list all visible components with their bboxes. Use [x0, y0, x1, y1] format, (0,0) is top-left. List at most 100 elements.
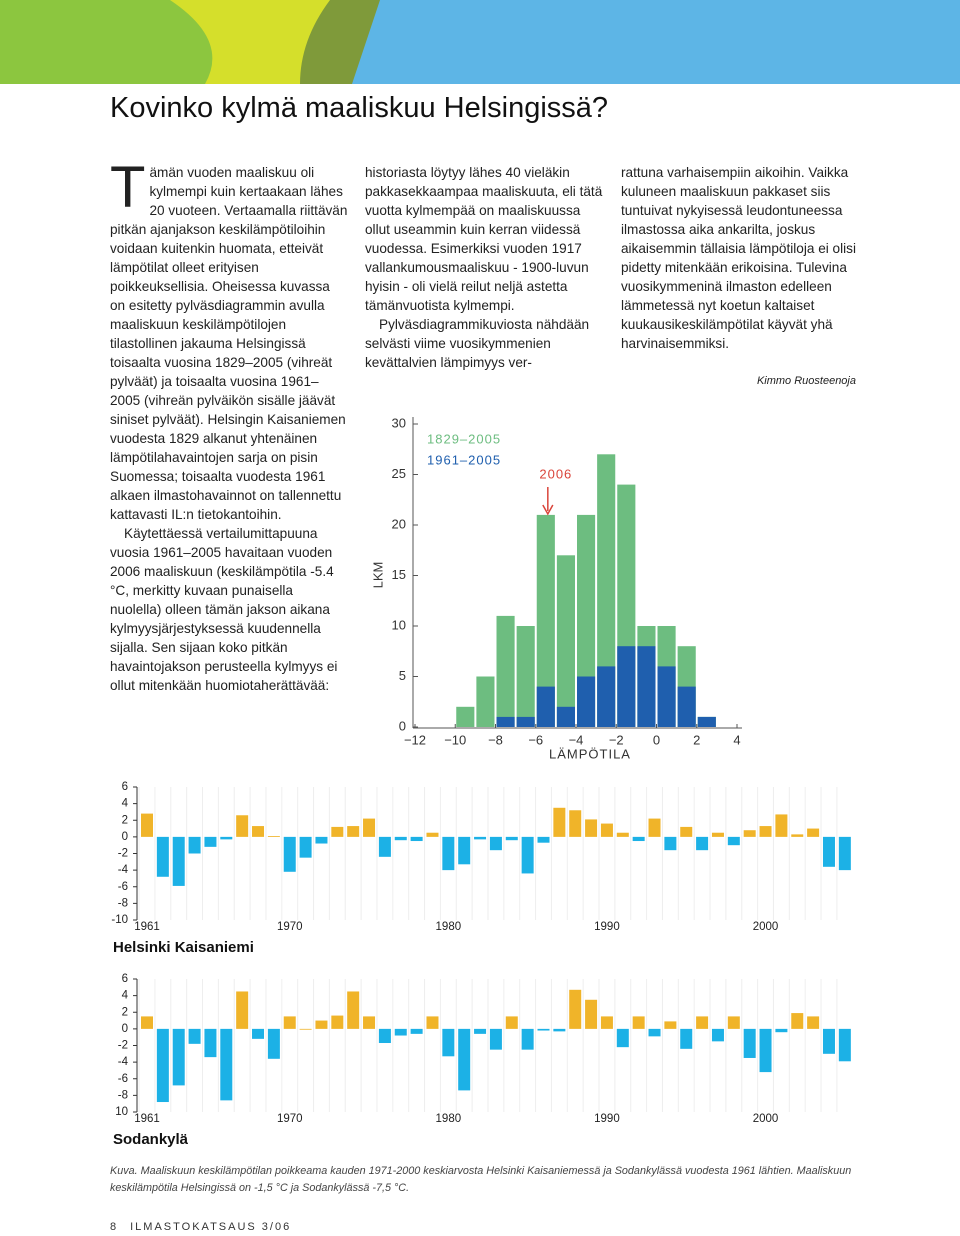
paragraph: rattuna varhaisempiin aikoihin. Vaikka k…	[621, 165, 856, 351]
bar	[648, 1028, 661, 1037]
text: ämän vuoden maaliskuu oli kylmempi kuin …	[110, 165, 348, 522]
bar	[299, 836, 312, 858]
histogram-bar	[556, 555, 575, 727]
y-tick-label: -8	[118, 1089, 128, 1101]
title: Kovinko kylmä maaliskuu Helsingissä?	[110, 92, 609, 124]
bar	[743, 830, 756, 837]
bar	[331, 826, 344, 837]
y-tick-label: 15	[392, 567, 406, 582]
bar	[838, 836, 851, 871]
histogram-bar	[536, 514, 555, 727]
bar	[156, 1028, 169, 1103]
bar	[204, 836, 217, 847]
bar	[410, 1028, 423, 1034]
x-tick-label: 4	[733, 732, 740, 747]
bar	[505, 1016, 518, 1029]
bar	[600, 823, 613, 837]
bar	[252, 826, 265, 837]
y-tick-label: 6	[122, 973, 128, 985]
column-3: rattuna varhaisempiin aikoihin. Vaikka k…	[621, 163, 856, 391]
bar	[696, 1016, 709, 1029]
histogram-bar	[476, 676, 495, 727]
bar	[537, 1028, 550, 1031]
bar	[775, 1028, 788, 1033]
bar	[569, 810, 582, 837]
footer: 8 ILMASTOKATSAUS 3/06	[110, 1221, 291, 1233]
bar	[664, 836, 677, 851]
bar	[458, 836, 471, 865]
publication: ILMASTOKATSAUS 3/06	[130, 1221, 292, 1233]
histogram-bar	[597, 666, 616, 727]
bar	[711, 832, 724, 837]
bar	[394, 836, 407, 841]
y-tick-label: -4	[118, 1056, 129, 1068]
bar	[141, 813, 153, 837]
y-tick-label: -6	[118, 881, 128, 893]
bar	[267, 1028, 280, 1059]
bar-chart: 6 4 2 0 -2 -4 -6 -8 -10 1961 1970 1980 1990 2000 Helsi…	[111, 781, 851, 956]
histogram-bar	[617, 646, 636, 727]
bar	[172, 836, 185, 886]
drop-cap: T	[110, 155, 146, 220]
bar	[838, 1028, 851, 1062]
bar	[727, 836, 740, 846]
bar	[600, 1016, 613, 1029]
bar	[489, 1028, 502, 1050]
banner-green	[0, 0, 213, 84]
caption: Kuva. Maaliskuun keskilämpötilan poikkea…	[110, 1165, 852, 1194]
bar	[378, 1028, 391, 1044]
bar	[172, 1028, 185, 1086]
bar	[759, 1028, 772, 1073]
y-axis-label: LKM	[370, 562, 385, 589]
histogram-bar	[556, 706, 575, 727]
bar	[236, 815, 249, 837]
bar	[648, 818, 661, 837]
bar	[489, 836, 502, 851]
bar	[426, 832, 439, 837]
bar	[711, 1028, 724, 1042]
histogram-bar	[597, 454, 616, 727]
bar	[426, 1016, 439, 1029]
y-tick-label: 6	[122, 781, 128, 793]
x-tick-label: 1990	[594, 1113, 620, 1125]
x-axis-label: LÄMPÖTILA	[549, 746, 631, 761]
bar	[807, 828, 820, 837]
x-tick-label: −4	[569, 732, 584, 747]
x-tick-label: −6	[528, 732, 543, 747]
y-tick-label: 25	[392, 466, 406, 481]
y-tick-label: 0	[399, 718, 406, 733]
column-2: historiasta löytyy lähes 40 vieläkin pak…	[365, 163, 603, 372]
x-tick-label: 1961	[134, 921, 160, 933]
bar	[283, 1016, 296, 1029]
bar	[236, 991, 249, 1029]
histogram-bar	[677, 686, 696, 727]
histogram-bar	[577, 514, 596, 727]
x-tick-label: −2	[609, 732, 624, 747]
annotation: 2006	[539, 466, 572, 481]
histogram-bar	[496, 716, 515, 727]
bar	[616, 1028, 629, 1048]
bar	[363, 818, 376, 837]
bar	[505, 836, 518, 841]
bar	[553, 1028, 566, 1032]
bar	[141, 1016, 153, 1029]
bar	[363, 1016, 376, 1029]
bar	[220, 836, 233, 840]
bar	[632, 836, 645, 842]
bar	[791, 1013, 804, 1029]
bar	[585, 999, 598, 1029]
bar	[680, 1028, 693, 1049]
bar	[347, 991, 360, 1029]
y-tick-label: 4	[122, 798, 129, 810]
x-tick-label: −8	[488, 732, 503, 747]
bar	[569, 989, 582, 1029]
histogram-bar	[657, 666, 676, 727]
x-tick-label: 0	[653, 732, 660, 747]
paragraph: Käytettäessä vertailumittapuuna vuosia 1…	[110, 526, 338, 693]
bar	[585, 819, 598, 837]
legend-label: 1829–2005	[427, 431, 501, 446]
bar	[680, 826, 693, 837]
x-tick-label: 2000	[753, 921, 779, 933]
y-tick-label: -2	[118, 1040, 128, 1052]
histogram-bar	[516, 716, 535, 727]
